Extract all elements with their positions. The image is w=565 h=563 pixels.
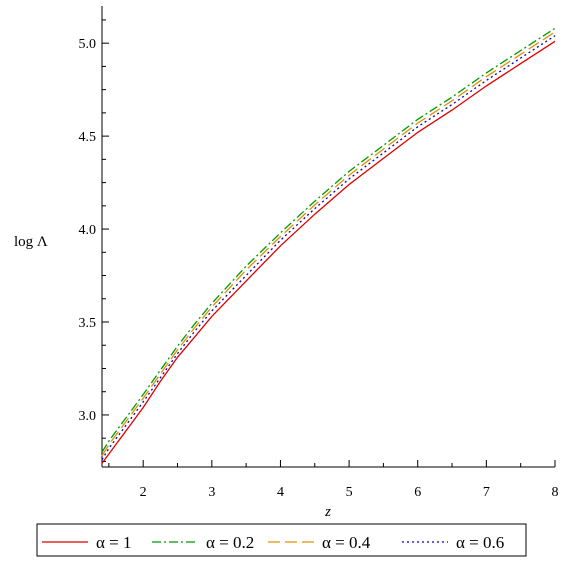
legend: α = 1 α = 0.2 α = 0.4 α = 0.6 — [36, 523, 527, 557]
x-ticks: 2 3 4 5 6 7 8 — [108, 460, 559, 500]
series-line-1 — [101, 27, 556, 453]
series-line-3 — [101, 35, 556, 460]
legend-items: α = 1 α = 0.2 α = 0.4 α = 0.6 — [42, 533, 504, 552]
legend-label-3: α = 0.6 — [456, 533, 504, 552]
y-tick-label: 4.5 — [79, 130, 97, 145]
x-axis-label: z — [324, 504, 331, 520]
y-axis-label: log Λ — [14, 234, 48, 250]
legend-box — [36, 523, 527, 557]
legend-label-1: α = 0.2 — [206, 533, 254, 552]
x-tick-label: 6 — [414, 485, 421, 500]
series-line-0 — [101, 40, 556, 464]
x-tick-label: 3 — [208, 485, 215, 500]
series-layer — [101, 27, 556, 464]
legend-label-2: α = 0.4 — [322, 533, 371, 552]
y-tick-label: 5.0 — [79, 37, 97, 52]
series-line-2 — [101, 31, 556, 457]
legend-label-0: α = 1 — [96, 533, 132, 552]
x-tick-label: 5 — [346, 485, 353, 500]
y-ticks: 3.0 3.5 4.0 4.5 5.0 — [79, 19, 109, 462]
y-tick-label: 3.0 — [79, 409, 97, 424]
y-tick-label: 3.5 — [79, 316, 97, 331]
x-tick-label: 8 — [552, 485, 559, 500]
x-tick-label: 2 — [140, 485, 147, 500]
plot-area — [101, 6, 555, 468]
y-tick-label: 4.0 — [79, 223, 97, 238]
x-tick-label: 4 — [277, 485, 284, 500]
x-tick-label: 7 — [483, 485, 490, 500]
